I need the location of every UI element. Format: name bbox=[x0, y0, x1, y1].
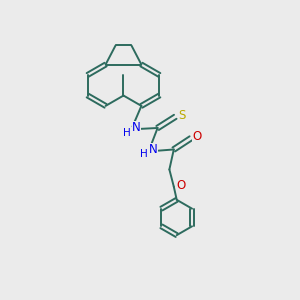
Text: O: O bbox=[192, 130, 201, 143]
Text: N: N bbox=[132, 122, 141, 134]
Text: H: H bbox=[140, 148, 148, 159]
Text: S: S bbox=[178, 109, 185, 122]
Text: N: N bbox=[149, 143, 158, 156]
Text: O: O bbox=[176, 178, 186, 192]
Text: H: H bbox=[123, 128, 130, 138]
